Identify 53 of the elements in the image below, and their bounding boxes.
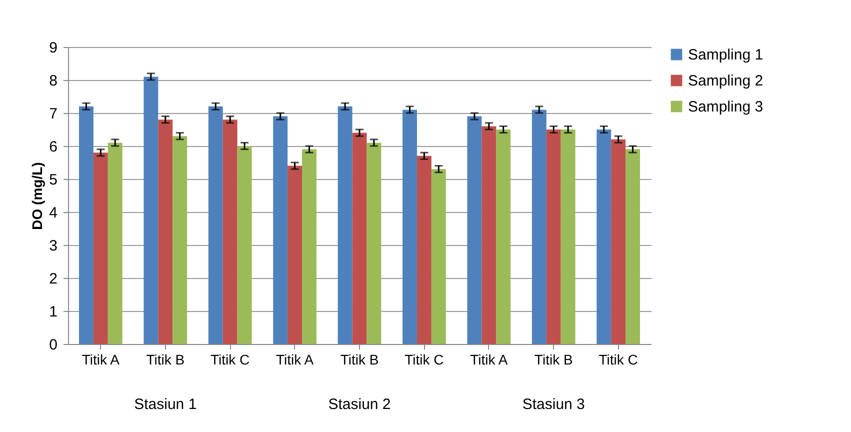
- bar: [352, 132, 367, 344]
- y-tick-label: 4: [49, 204, 58, 222]
- x-tick-label: Titik C: [598, 352, 638, 368]
- x-tick-label: Titik B: [146, 352, 185, 368]
- bar: [402, 110, 417, 344]
- bar: [626, 149, 640, 344]
- bar: [302, 149, 316, 344]
- y-tick-label: 5: [49, 172, 58, 188]
- bar: [338, 106, 352, 344]
- x-tick-label: Titik C: [210, 352, 250, 368]
- y-tick-label: 7: [49, 106, 58, 122]
- bar: [273, 116, 288, 344]
- text: Stasiun 3: [522, 396, 585, 413]
- bar: [79, 106, 94, 344]
- bar: [532, 110, 546, 344]
- text: Stasiun 1: [134, 396, 197, 413]
- text: Stasiun 2: [328, 396, 391, 413]
- bar: [431, 169, 446, 344]
- x-tick-label: Titik A: [82, 352, 120, 368]
- bar: [93, 152, 108, 344]
- y-tick-label: 1: [49, 304, 58, 320]
- bar: [366, 142, 382, 344]
- x-tick-label: Titik B: [340, 352, 379, 368]
- bar: [222, 120, 238, 344]
- y-axis-title: DO (mg/L): [29, 162, 46, 230]
- y-tick-label: 6: [49, 138, 58, 156]
- bar: [288, 166, 302, 344]
- y-tick-label: 9: [49, 40, 58, 56]
- y-tick-label: 8: [49, 72, 58, 90]
- x-tick-label: Titik B: [534, 352, 573, 368]
- bar: [611, 139, 626, 344]
- x-tick-label: Titik C: [404, 352, 444, 368]
- bar: [482, 126, 496, 344]
- legend-label: Sampling 3: [688, 98, 764, 116]
- legend-label: Sampling 1: [688, 46, 764, 64]
- bar: [546, 130, 561, 344]
- bar: [158, 120, 173, 344]
- legend-label: Sampling 2: [688, 72, 764, 90]
- bar: [416, 156, 432, 344]
- x-tick-label: Titik A: [470, 352, 508, 368]
- y-tick-label: 0: [49, 336, 58, 354]
- bar: [496, 130, 511, 344]
- x-tick-label: Titik A: [276, 352, 314, 368]
- bar: [596, 130, 612, 344]
- y-tick-label: 3: [49, 238, 58, 254]
- y-tick-label: 2: [49, 270, 58, 288]
- bar: [237, 146, 252, 344]
- bar: [108, 142, 122, 344]
- bar: [467, 116, 482, 344]
- bar: [144, 76, 158, 344]
- bar: [172, 136, 188, 344]
- bar: [560, 130, 576, 344]
- bar: [208, 106, 223, 344]
